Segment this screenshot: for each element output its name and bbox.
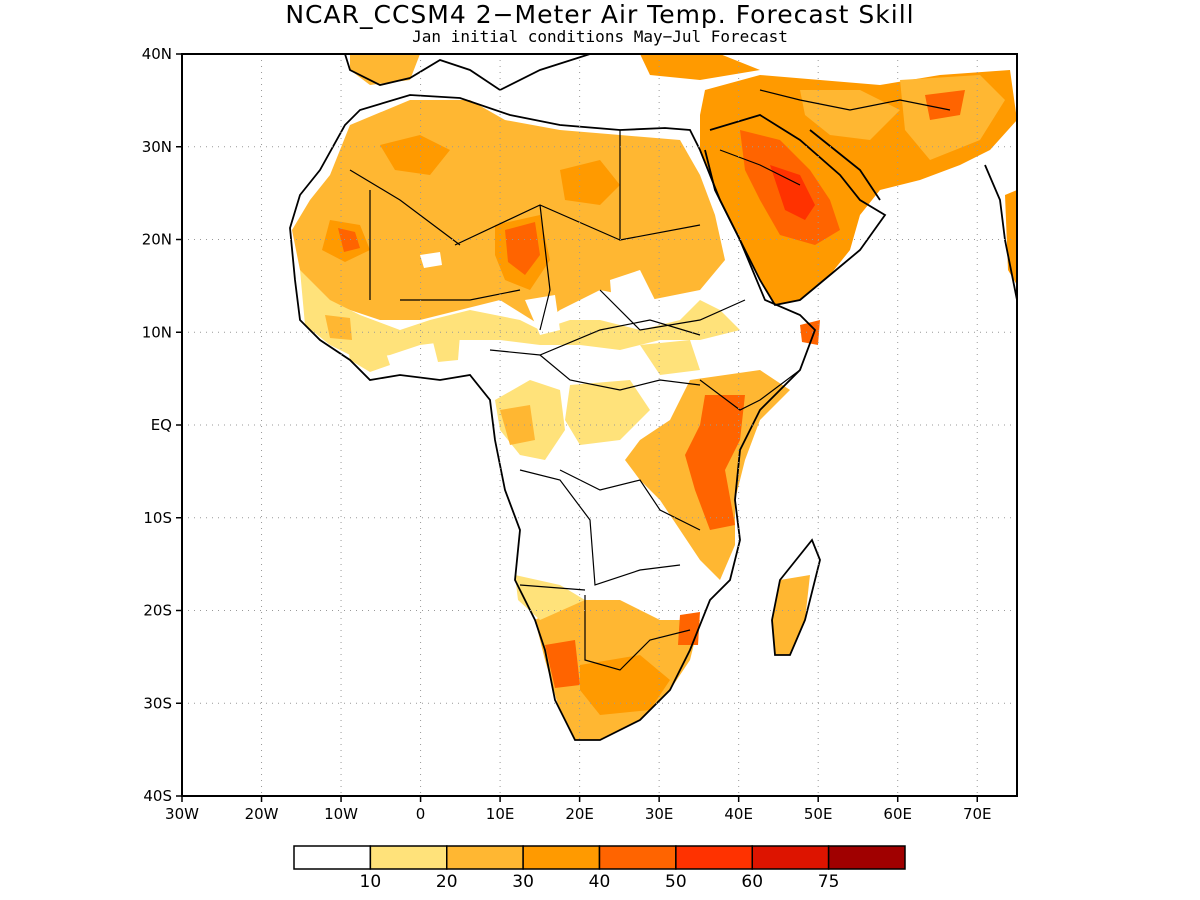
- niger-white: [525, 295, 560, 335]
- colorbar-label: 40: [589, 872, 611, 892]
- colorbar-label: 50: [665, 872, 687, 892]
- india-30: [1005, 190, 1017, 285]
- lat-tick-label: 40S: [143, 787, 172, 805]
- lat-tick-label: 10S: [143, 509, 172, 527]
- colorbar-label: 10: [360, 872, 382, 892]
- gridlines: [182, 54, 1017, 796]
- libya-30: [560, 160, 620, 205]
- lon-tick-label: 10E: [486, 805, 515, 823]
- somalia-40: [800, 320, 820, 345]
- lon-tick-label: 40E: [724, 805, 753, 823]
- eastafrica-40: [685, 395, 745, 530]
- colorbar-swatch: [522, 845, 601, 870]
- lon-tick-label: 20E: [565, 805, 594, 823]
- lat-tick-label: 20S: [143, 602, 172, 620]
- sahel-10-20: [300, 270, 740, 360]
- mozambique-40: [678, 612, 700, 645]
- colorbar-swatch: [827, 845, 906, 870]
- congo-30: [500, 405, 535, 445]
- lon-tick-label: 50E: [804, 805, 833, 823]
- guinea-coast-30: [325, 315, 352, 340]
- colorbar-swatch: [293, 845, 372, 870]
- ghana-20: [430, 330, 460, 362]
- europe-coastline: [344, 54, 591, 92]
- lon-tick-label: 30W: [165, 805, 199, 823]
- colorbar-label: 20: [436, 872, 458, 892]
- southern-africa-30: [580, 655, 670, 715]
- southern-africa-40: [545, 640, 580, 688]
- colorbar-swatch: [369, 845, 448, 870]
- lon-tick-label: 60E: [883, 805, 912, 823]
- lat-tick-label: 30S: [143, 694, 172, 712]
- shading-layer: [290, 54, 1017, 740]
- iran-40: [925, 90, 965, 120]
- persian-gulf-coastline: [809, 129, 881, 201]
- chad-40: [505, 222, 540, 275]
- guinea-coast-20: [345, 330, 390, 372]
- lon-tick-label: 30E: [645, 805, 674, 823]
- colorbar-label: 60: [741, 872, 763, 892]
- lat-tick-label: 20N: [142, 231, 172, 249]
- colorbar-swatch: [751, 845, 830, 870]
- mideast-20: [800, 90, 900, 140]
- map-subtitle: Jan initial conditions May−Jul Forecast: [412, 27, 788, 46]
- arabia-coastline: [704, 114, 887, 307]
- colorbar-label: 75: [818, 872, 840, 892]
- sudan-white: [610, 270, 655, 315]
- lon-axis: 30W 20W 10W 0 10E 20E 30E 40E 50E 60E 70E: [165, 796, 992, 823]
- lat-tick-label: 40N: [142, 45, 172, 63]
- colorbar-swatch: [675, 845, 753, 870]
- madagascar-20: [772, 575, 810, 655]
- colorbar: 10 20 30 40 50 60 75: [293, 845, 906, 892]
- africa-coastline: [289, 94, 817, 741]
- lon-tick-label: 20W: [245, 805, 279, 823]
- colorbar-label: 30: [512, 872, 534, 892]
- central-20: [565, 380, 650, 445]
- sahara-30: [380, 135, 450, 175]
- lon-tick-label: 70E: [963, 805, 992, 823]
- country-borders: [349, 89, 951, 671]
- coastlines: [289, 54, 1017, 741]
- lat-tick-label: EQ: [151, 416, 172, 434]
- europe-20: [350, 54, 420, 85]
- lat-tick-label: 10N: [142, 323, 172, 341]
- lon-tick-label: 10W: [324, 805, 358, 823]
- madagascar-coastline: [771, 538, 821, 656]
- lat-tick-label: 30N: [142, 138, 172, 156]
- colorbar-swatch: [598, 845, 677, 870]
- arabia-50: [770, 165, 815, 220]
- colorbar-swatch: [446, 845, 524, 870]
- mediterranean-30: [640, 54, 760, 80]
- india-coastline: [984, 164, 1017, 301]
- ethiopia-20: [640, 340, 700, 375]
- lat-axis: 40N 30N 20N 10N EQ 10S 20S 30S 40S: [142, 45, 182, 805]
- map-title: NCAR_CCSM4 2−Meter Air Temp. Forecast Sk…: [285, 0, 915, 29]
- mali-white: [420, 252, 442, 268]
- lon-tick-label: 0: [416, 805, 426, 823]
- west-africa-40: [338, 228, 360, 252]
